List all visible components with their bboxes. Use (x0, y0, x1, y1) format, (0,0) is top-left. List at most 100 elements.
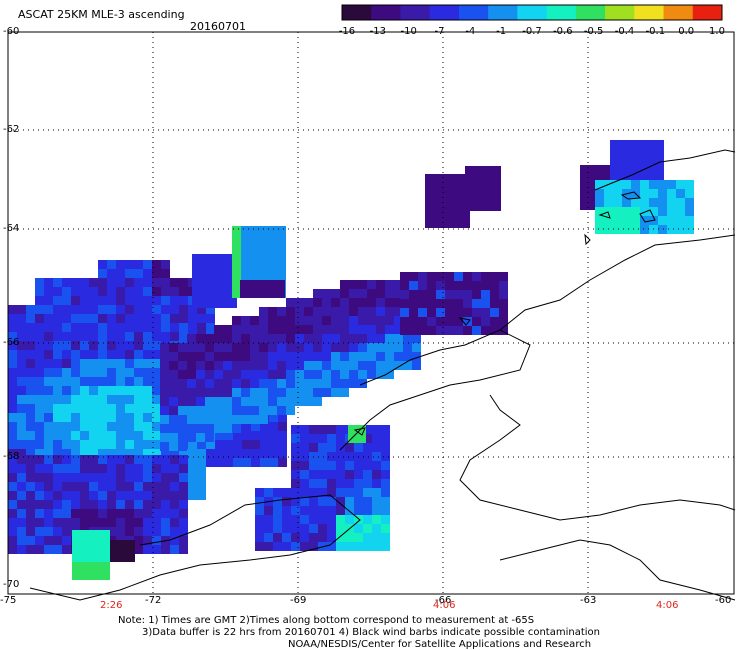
mle-cell (98, 269, 107, 278)
mle-cell (8, 509, 17, 518)
mle-cell (358, 343, 367, 352)
mle-cell (250, 406, 259, 415)
mle-cell (492, 202, 501, 211)
mle-cell (179, 509, 188, 518)
mle-cell (210, 254, 219, 263)
mle-cell (178, 343, 187, 352)
mle-cell (463, 308, 472, 317)
mle-cell (318, 425, 327, 434)
mle-cell (242, 449, 251, 458)
mle-cell (89, 332, 98, 341)
mle-cell (313, 325, 322, 334)
mle-cell (89, 509, 98, 518)
mle-cell (295, 316, 304, 325)
mle-cell (472, 281, 481, 290)
mle-cell (372, 542, 381, 551)
mle-cell (8, 536, 17, 545)
mle-cell (268, 361, 277, 370)
mle-cell (336, 542, 345, 551)
mle-cell (161, 278, 170, 287)
mle-cell (17, 473, 26, 482)
mle-cell (232, 424, 241, 433)
mle-cell (376, 325, 385, 334)
mle-cell (62, 377, 71, 386)
colorbar-swatch (429, 5, 460, 20)
mle-cell (286, 370, 295, 379)
mle-cell (134, 509, 143, 518)
mle-cell (472, 308, 481, 317)
mle-cell (201, 290, 210, 299)
mle-cell (8, 545, 17, 554)
mle-cell (345, 533, 354, 542)
mle-cell (17, 413, 26, 422)
mle-cell (134, 527, 143, 536)
mle-cell (35, 536, 44, 545)
mle-cell (327, 452, 336, 461)
mle-cell (291, 443, 300, 452)
mle-cell (381, 452, 390, 461)
mle-cell (640, 189, 649, 198)
mle-cell (17, 509, 26, 518)
mle-cell (376, 289, 385, 298)
mle-cell (8, 431, 17, 440)
coastline-ice-shelf (499, 539, 736, 601)
mle-cell (358, 298, 367, 307)
mle-cell (367, 334, 376, 343)
mle-cell (197, 491, 206, 500)
mle-cell (427, 308, 436, 317)
mle-cell (637, 167, 646, 176)
mle-cell (232, 379, 241, 388)
mle-cell (286, 352, 295, 361)
mle-cell (336, 479, 345, 488)
colorbar-tick-label: -7 (434, 26, 445, 37)
mle-cell (327, 497, 336, 506)
mle-cell (631, 216, 640, 225)
mle-cell (107, 305, 116, 314)
mle-cell (62, 395, 71, 404)
mle-cell (179, 278, 188, 287)
mle-cell (116, 377, 125, 386)
mle-cell (264, 488, 273, 497)
mle-cell (201, 281, 210, 290)
mle-cell (143, 323, 152, 332)
mle-cell (62, 386, 71, 395)
mle-cell (490, 308, 499, 317)
mle-cell (580, 201, 589, 210)
mle-swath-cells (8, 140, 694, 580)
mle-cell (242, 431, 251, 440)
mle-cell (143, 518, 152, 527)
mle-cell (655, 140, 664, 149)
mle-cell (241, 262, 250, 271)
mle-cell (472, 272, 481, 281)
mle-cell (277, 235, 286, 244)
mle-cell (53, 431, 62, 440)
mle-cell (595, 225, 604, 234)
mle-cell (363, 524, 372, 533)
mle-cell (376, 298, 385, 307)
mle-cell (278, 413, 287, 422)
mle-cell (358, 307, 367, 316)
mle-cell (381, 506, 390, 515)
mle-cell (224, 449, 233, 458)
mle-cell (26, 332, 35, 341)
mle-cell (125, 287, 134, 296)
mle-cell (205, 352, 214, 361)
mle-cell (80, 449, 89, 458)
mle-cell (160, 406, 169, 415)
mle-cell (116, 413, 125, 422)
mle-cell (309, 515, 318, 524)
mle-cell (89, 440, 98, 449)
colorbar-tick-label: -4 (465, 26, 476, 37)
mle-cell (372, 524, 381, 533)
mle-cell (80, 296, 89, 305)
mle-cell (161, 449, 170, 458)
mle-cell (376, 334, 385, 343)
mle-cell (107, 386, 116, 395)
mle-cell (116, 305, 125, 314)
mle-cell (8, 386, 17, 395)
mle-cell (394, 316, 403, 325)
mle-cell (403, 334, 412, 343)
mle-cell (322, 361, 331, 370)
mle-cell (667, 207, 676, 216)
mle-cell (452, 183, 461, 192)
